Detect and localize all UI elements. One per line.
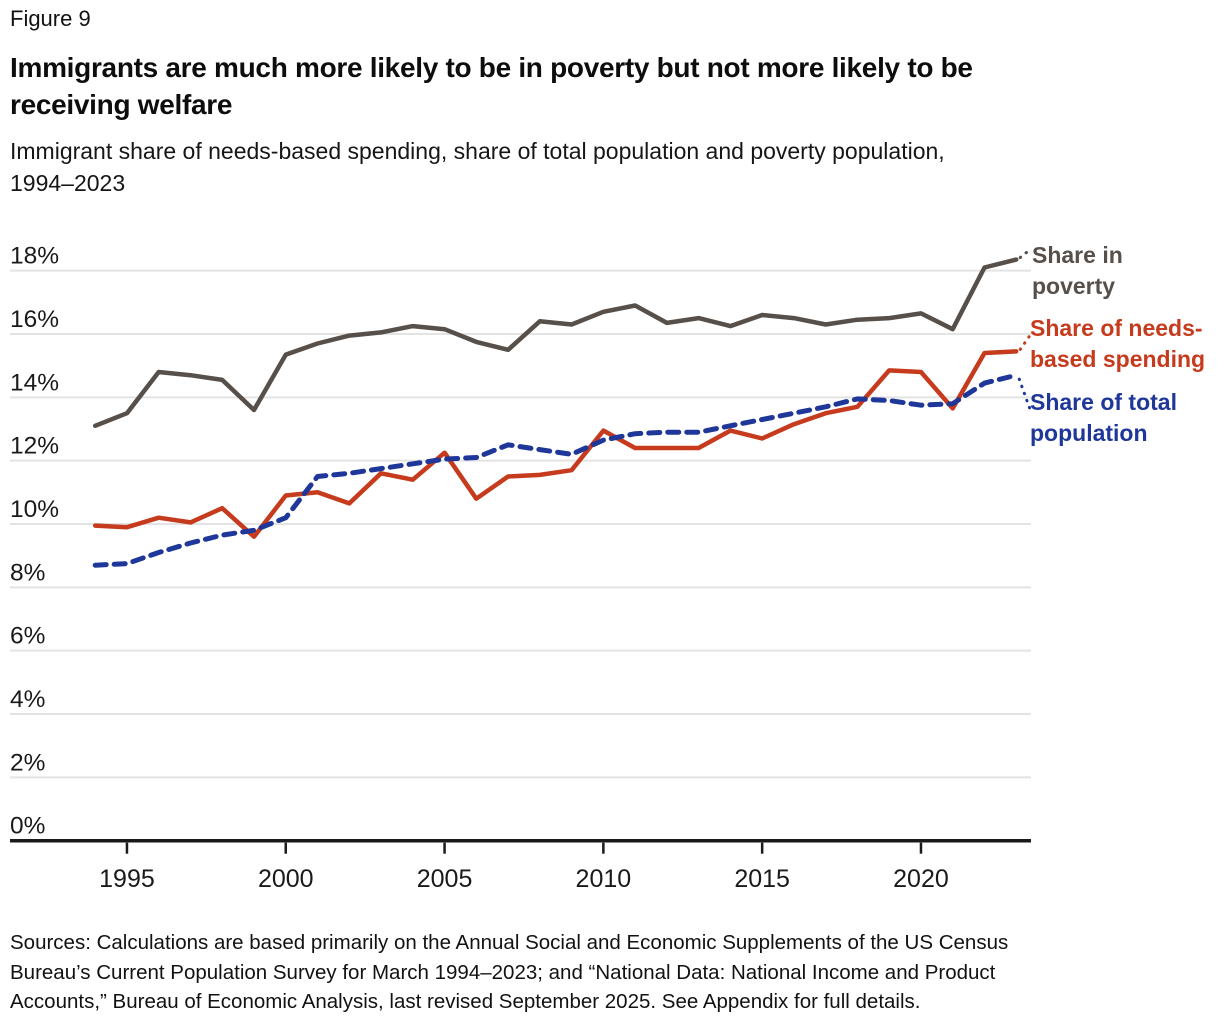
chart-title-line1: Immigrants are much more likely to be in…: [10, 52, 973, 83]
chart-title-line2: receiving welfare: [10, 89, 233, 120]
legend-leader-dots: [1017, 377, 1032, 411]
y-axis-tick-label: 4%: [10, 686, 45, 713]
y-axis-tick-label: 16%: [10, 306, 59, 333]
series-line-population: [92, 372, 1019, 568]
y-axis-tick-label: 12%: [10, 433, 59, 460]
x-axis-tick-label: 2015: [734, 865, 790, 893]
y-axis-tick-label: 6%: [10, 623, 45, 650]
y-axis-tick-label: 0%: [10, 813, 45, 840]
chart-subtitle-line2: 1994–2023: [10, 170, 126, 196]
y-axis-tick-label: 14%: [10, 369, 59, 396]
source-note: Sources: Calculations are based primaril…: [10, 928, 1215, 1017]
legend-needs-based-spending-line1: Share of needs-: [1030, 315, 1203, 341]
legend-total-population: Share of total population: [1030, 387, 1220, 449]
legend-share-in-poverty: Share in poverty: [1032, 240, 1220, 302]
chart-title: Immigrants are much more likely to be in…: [10, 49, 1210, 123]
chart-subtitle: Immigrant share of needs-based spending,…: [10, 135, 1210, 199]
legend-leader-dots: [1018, 333, 1032, 351]
source-note-line1: Sources: Calculations are based primaril…: [10, 931, 1009, 954]
y-axis-tick-label: 18%: [10, 243, 59, 270]
y-axis-tick-label: 2%: [10, 749, 45, 776]
x-axis-tick-label: 2000: [258, 865, 314, 893]
legend-share-in-poverty-line1: Share in: [1032, 242, 1123, 268]
source-note-line3: Accounts,” Bureau of Economic Analysis, …: [10, 990, 921, 1013]
figure-label: Figure 9: [10, 6, 91, 31]
legend-share-in-poverty-line2: poverty: [1032, 273, 1116, 299]
x-axis-tick-label: 1995: [99, 865, 155, 893]
chart-subtitle-line1: Immigrant share of needs-based spending,…: [10, 138, 945, 164]
y-axis-tick-label: 10%: [10, 496, 59, 523]
legend-needs-based-spending-line2: based spending: [1030, 346, 1206, 372]
x-axis-tick-label: 2005: [417, 865, 473, 893]
legend-total-population-line2: population: [1030, 420, 1148, 446]
y-axis-tick-label: 8%: [10, 559, 45, 586]
x-axis-tick-label: 2020: [893, 865, 949, 893]
legend-total-population-line1: Share of total: [1030, 389, 1177, 415]
legend-needs-based-spending: Share of needs- based spending: [1030, 313, 1220, 375]
x-axis-tick-label: 2010: [576, 865, 632, 893]
series-line-spending: [92, 349, 1019, 539]
legend-leader-dots: [1018, 248, 1032, 260]
series-line-poverty: [92, 257, 1019, 429]
source-note-line2: Bureau’s Current Population Survey for M…: [10, 960, 996, 984]
